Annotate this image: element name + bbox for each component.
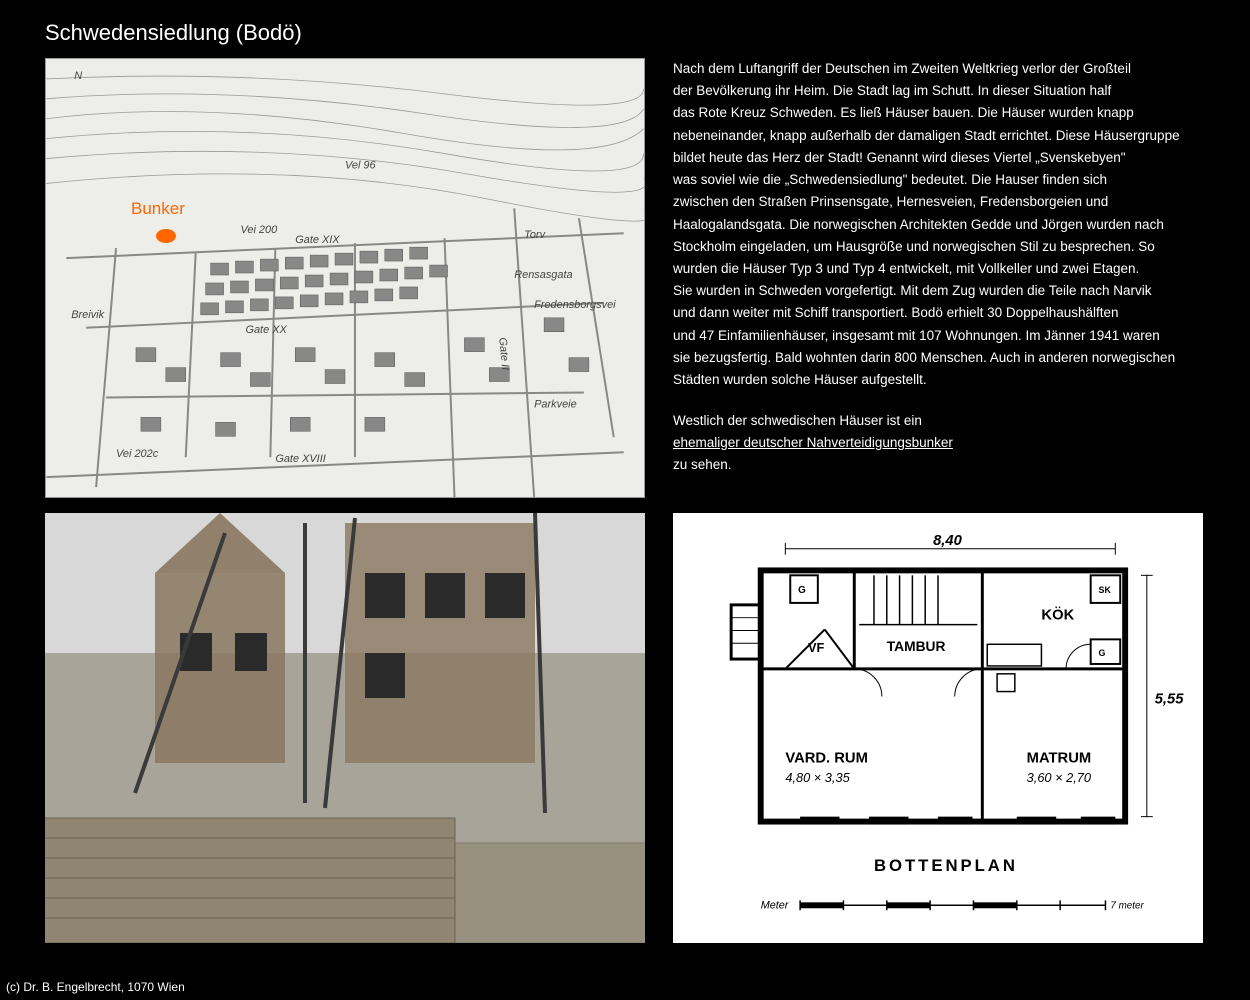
svg-text:G: G — [1099, 648, 1106, 658]
svg-text:N: N — [74, 70, 82, 82]
svg-text:Fredensborgsvei: Fredensborgsvei — [534, 299, 616, 311]
svg-text:Vei 202c: Vei 202c — [116, 448, 159, 460]
svg-text:7 meter: 7 meter — [1110, 900, 1144, 911]
text-line: und 47 Einfamilienhäuser, insgesamt mit … — [673, 327, 1205, 345]
text-line: das Rote Kreuz Schweden. Es ließ Häuser … — [673, 104, 1205, 122]
text-line: der Bevölkerung ihr Heim. Die Stadt lag … — [673, 82, 1205, 100]
svg-text:TAMBUR: TAMBUR — [887, 639, 946, 654]
text-line: zu sehen. — [673, 456, 1205, 474]
svg-text:4,80 × 3,35: 4,80 × 3,35 — [785, 770, 850, 785]
copyright: (c) Dr. B. Engelbrecht, 1070 Wien — [6, 980, 185, 994]
text-line: Städten wurden solche Häuser aufgestellt… — [673, 371, 1205, 389]
top-row: N Gate XIX Gate XX Gate XVIII Gate II Pa… — [45, 58, 1205, 498]
svg-text:Breivik: Breivik — [71, 309, 104, 321]
bunker-label: Bunker — [131, 199, 185, 219]
floorplan-image: 8,40 5,55 — [673, 513, 1203, 943]
svg-text:KÖK: KÖK — [1041, 607, 1074, 624]
page: Schwedensiedlung (Bodö) — [0, 0, 1250, 943]
construction-photo — [45, 513, 645, 943]
text-line: und dann weiter mit Schiff transportiert… — [673, 304, 1205, 322]
text-line: nebeneinander, knapp außerhalb der damal… — [673, 127, 1205, 145]
svg-text:3,60 × 2,70: 3,60 × 2,70 — [1027, 770, 1092, 785]
text-line: Haalogalandsgata. Die norwegischen Archi… — [673, 216, 1205, 234]
text-line: Westlich der schwedischen Häuser ist ein — [673, 412, 1205, 430]
svg-text:Vei 200: Vei 200 — [240, 224, 277, 236]
text-line: was soviel wie die „Schwedensiedlung" be… — [673, 171, 1205, 189]
bunker-marker — [156, 229, 176, 243]
svg-text:5,55: 5,55 — [1155, 691, 1185, 707]
svg-text:VF: VF — [808, 640, 825, 655]
svg-text:SK: SK — [1099, 585, 1112, 595]
svg-text:VARD. RUM: VARD. RUM — [785, 750, 868, 766]
svg-text:Rensasgata: Rensasgata — [514, 269, 572, 281]
svg-text:MATRUM: MATRUM — [1027, 750, 1092, 766]
text-line: Nach dem Luftangriff der Deutschen im Zw… — [673, 60, 1205, 78]
body-text: Nach dem Luftangriff der Deutschen im Zw… — [673, 58, 1205, 498]
text-line: Stockholm eingeladen, um Hausgröße und n… — [673, 238, 1205, 256]
text-line: zwischen den Straßen Prinsensgate, Herne… — [673, 193, 1205, 211]
svg-text:Meter: Meter — [761, 899, 789, 911]
text-line: sie bezugsfertig. Bald wohnten darin 800… — [673, 349, 1205, 367]
text-line: Sie wurden in Schweden vorgefertigt. Mit… — [673, 282, 1205, 300]
bottom-row: 8,40 5,55 — [45, 513, 1205, 943]
svg-text:Vel 96: Vel 96 — [345, 160, 377, 172]
text-line: wurden die Häuser Typ 3 und Typ 4 entwic… — [673, 260, 1205, 278]
map-image: N Gate XIX Gate XX Gate XVIII Gate II Pa… — [45, 58, 645, 498]
map-svg: N Gate XIX Gate XX Gate XVIII Gate II Pa… — [46, 59, 644, 497]
svg-text:Gate XIX: Gate XIX — [295, 234, 340, 246]
page-title: Schwedensiedlung (Bodö) — [45, 20, 1205, 46]
svg-text:Gate XVIII: Gate XVIII — [275, 453, 325, 465]
svg-text:G: G — [798, 585, 806, 596]
svg-text:BOTTENPLAN: BOTTENPLAN — [874, 856, 1018, 875]
svg-text:8,40: 8,40 — [933, 533, 963, 549]
svg-text:Gate XX: Gate XX — [245, 324, 287, 336]
bunker-link[interactable]: ehemaliger deutscher Nahverteidigungsbun… — [673, 435, 953, 450]
text-line: bildet heute das Herz der Stadt! Genannt… — [673, 149, 1205, 167]
svg-text:Torv: Torv — [524, 229, 545, 241]
svg-text:Parkveie: Parkveie — [534, 398, 577, 410]
